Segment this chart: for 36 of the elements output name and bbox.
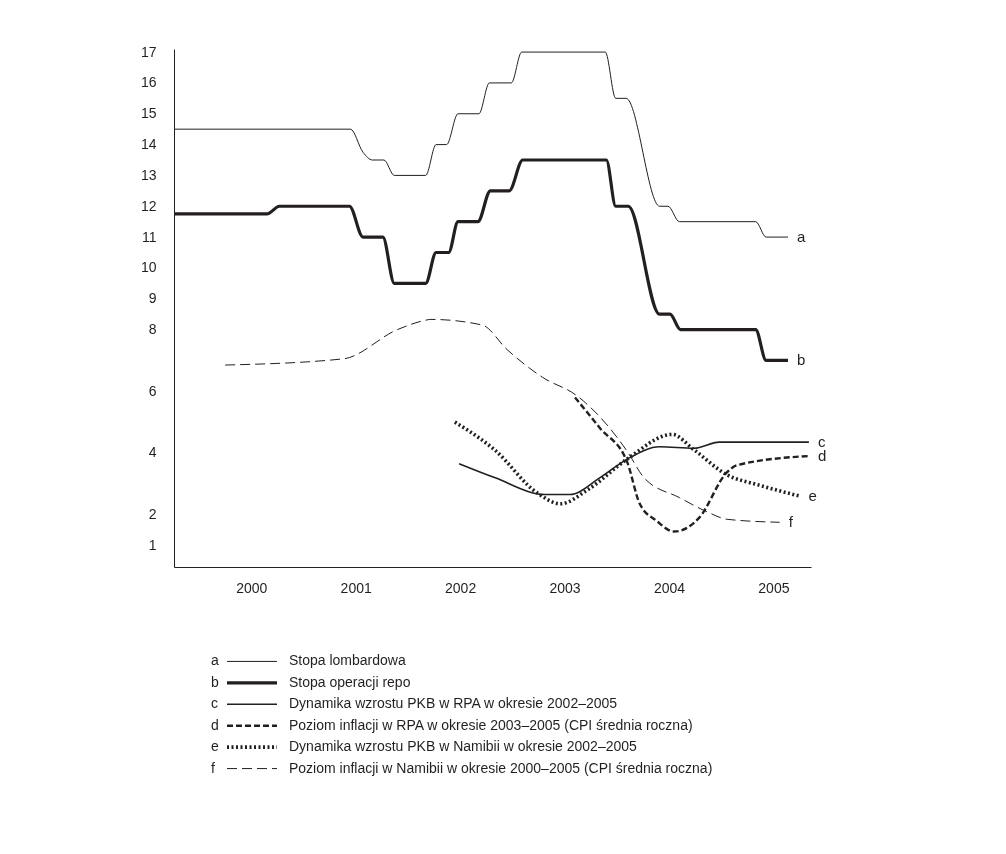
- y-tick-label: 15: [140, 105, 157, 122]
- text: a: [211, 652, 219, 669]
- y-tick-label: 14: [140, 136, 157, 153]
- y-tick-label: 17: [140, 43, 157, 60]
- x-tick-label: 2001: [340, 579, 372, 596]
- y-tick-label: 4: [148, 444, 157, 461]
- legend-label: Poziom inflacji w RPA w okresie 2003–2005 (CPI średnia roczna): [289, 716, 693, 733]
- annotation: a: [797, 228, 807, 246]
- y-tick-label: 1: [148, 536, 157, 553]
- legend-label: Stopa operacji repo: [289, 673, 411, 690]
- annotation: b: [797, 351, 806, 369]
- text: e: [211, 738, 219, 755]
- y-tick-label: 12: [140, 197, 157, 214]
- x-tick-label: 2005: [758, 579, 790, 596]
- x-tick-label: 2002: [445, 579, 477, 596]
- x-tick-label: 2004: [653, 579, 686, 596]
- text: f: [211, 759, 215, 776]
- y-tick-label: 11: [141, 228, 157, 245]
- y-tick-label: 16: [140, 74, 157, 91]
- annotation: f: [788, 513, 794, 531]
- y-tick-label: 6: [148, 382, 157, 399]
- y-tick-label: 9: [148, 290, 157, 307]
- y-tick-label: 13: [140, 166, 157, 183]
- legend-label: Poziom inflacji w Namibii w okresie 2000–2005 (CPI średnia roczna): [289, 759, 713, 776]
- text: d: [211, 716, 219, 733]
- y-tick-label: 8: [148, 321, 157, 338]
- legend-label: Dynamika wzrostu PKB w Namibii w okresie 2002–2005: [289, 738, 638, 755]
- annotation: e: [808, 487, 817, 505]
- x-tick-label: 2000: [236, 579, 268, 596]
- legend-label: Stopa lombardowa: [289, 652, 406, 669]
- text: b: [211, 673, 219, 690]
- y-tick-label: 2: [148, 506, 157, 523]
- text: c: [211, 695, 218, 712]
- legend-label: Dynamika wzrostu PKB w RPA w okresie 2002–2005: [289, 695, 618, 712]
- y-tick-label: 10: [140, 259, 157, 276]
- x-tick-label: 2003: [549, 579, 581, 596]
